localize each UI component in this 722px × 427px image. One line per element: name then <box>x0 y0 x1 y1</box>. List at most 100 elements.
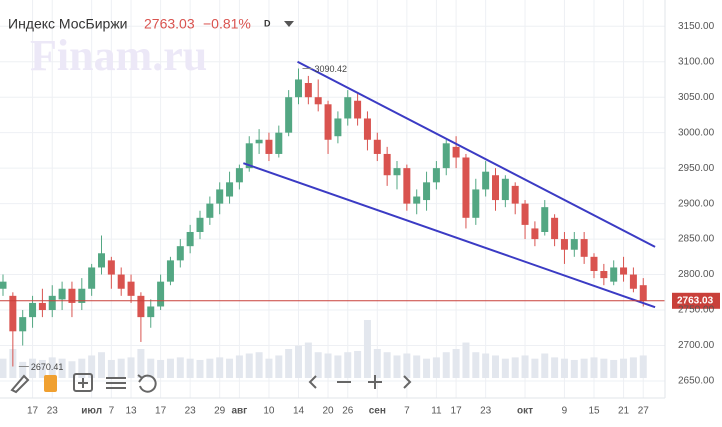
volume-bar <box>432 357 440 378</box>
candle-body <box>413 196 421 204</box>
volume-bar <box>186 358 194 378</box>
x-tick-label: 20 <box>322 406 334 417</box>
candle-body <box>88 267 96 289</box>
candle-body <box>196 217 204 232</box>
volume-bar <box>541 353 549 378</box>
volume-bar <box>462 342 470 378</box>
volume-bar <box>235 355 243 378</box>
y-tick-label: 3150.00 <box>678 21 715 32</box>
y-tick-label: 2900.00 <box>678 198 715 209</box>
volume-bar <box>423 358 431 378</box>
volume-bar <box>354 350 362 378</box>
candle-body <box>462 157 470 218</box>
volume-bar <box>255 352 263 378</box>
candle-body <box>19 317 27 332</box>
zoom-in[interactable] <box>368 375 382 389</box>
volume-bar <box>117 358 125 378</box>
volume-bar <box>275 355 283 378</box>
x-tick-label: 10 <box>263 406 275 417</box>
candle-body <box>127 281 135 296</box>
volume-bar <box>580 358 588 378</box>
candle-body <box>492 175 499 201</box>
title: Индекс МосБиржи <box>8 16 128 32</box>
candle-body <box>186 231 194 247</box>
change: −0.81% <box>203 16 251 32</box>
candle-body <box>452 146 460 158</box>
x-tick-label: 9 <box>562 406 568 417</box>
volume-bar <box>521 355 529 378</box>
x-tick-label: 15 <box>588 406 600 417</box>
volume-bar <box>107 359 115 378</box>
candle-body <box>314 97 322 105</box>
x-tick-label: 17 <box>451 406 463 417</box>
add-icon[interactable] <box>73 373 93 392</box>
candle-body <box>265 139 273 154</box>
candle-body <box>9 295 17 332</box>
doc-icon[interactable] <box>44 375 57 392</box>
candle-body <box>442 143 450 169</box>
candle-body <box>373 139 381 154</box>
dropdown[interactable] <box>284 21 294 27</box>
pen-icon[interactable] <box>10 374 30 394</box>
candle-body <box>403 168 411 204</box>
candle-body <box>147 306 155 318</box>
candle-body <box>472 189 480 218</box>
volume-bar <box>206 358 214 378</box>
volume-bar <box>68 361 76 378</box>
last-price-box <box>672 292 720 309</box>
x-tick-label: 7 <box>109 406 115 417</box>
candle-body <box>541 207 549 232</box>
candle-body <box>117 274 125 289</box>
volume-bar <box>482 353 490 378</box>
x-tick-label: 13 <box>125 406 137 417</box>
volume-bar <box>511 357 519 378</box>
x-tick-label: окт <box>517 406 533 417</box>
x-tick-label: 23 <box>47 406 59 417</box>
candle-body <box>78 288 86 303</box>
volume-bar <box>492 355 499 378</box>
candle-body <box>137 295 145 318</box>
scroll-left[interactable] <box>308 375 317 389</box>
scroll-right[interactable] <box>403 375 412 389</box>
volume-bar <box>551 357 559 378</box>
candle-body <box>531 228 539 240</box>
volume-bar <box>324 353 332 378</box>
undo-icon[interactable] <box>137 374 157 393</box>
candle-body <box>590 256 598 272</box>
y-tick-label: 3050.00 <box>678 92 715 103</box>
volume-layer <box>0 320 647 378</box>
candle-body <box>255 139 263 144</box>
candle-body <box>304 83 312 98</box>
candle-body <box>620 267 628 275</box>
last-price-label: 2763.03 <box>677 295 714 306</box>
x-tick-label: авг <box>231 406 247 417</box>
volume-bar <box>48 357 56 378</box>
high-annotation: 3090.42 <box>315 64 348 74</box>
candle-body <box>29 302 37 318</box>
volume-bar <box>531 358 539 378</box>
candle-body <box>245 143 253 169</box>
volume-bar <box>166 358 174 378</box>
volume-bar <box>560 358 568 378</box>
volume-bar <box>285 349 293 378</box>
y-tick-label: 2950.00 <box>678 163 715 174</box>
candle-body <box>206 203 214 218</box>
volume-bar <box>176 357 184 378</box>
volume-bar <box>196 359 204 378</box>
volume-bar <box>363 320 371 378</box>
volume-bar <box>295 345 302 378</box>
candle-body <box>285 97 293 133</box>
volume-bar <box>334 355 342 378</box>
candle-body <box>38 302 46 311</box>
interval[interactable]: D <box>264 18 271 28</box>
x-tick-label: 23 <box>480 406 492 417</box>
low-annotation: 2670.41 <box>31 362 64 372</box>
candle-body <box>570 239 578 250</box>
y-tick-label: 2650.00 <box>678 376 715 387</box>
x-tick-label: 17 <box>155 406 167 417</box>
volume-bar <box>403 353 411 378</box>
settings-icon[interactable] <box>106 377 126 389</box>
volume-bar <box>304 342 312 378</box>
candle-body <box>334 118 342 137</box>
x-tick-label: сен <box>369 406 386 417</box>
